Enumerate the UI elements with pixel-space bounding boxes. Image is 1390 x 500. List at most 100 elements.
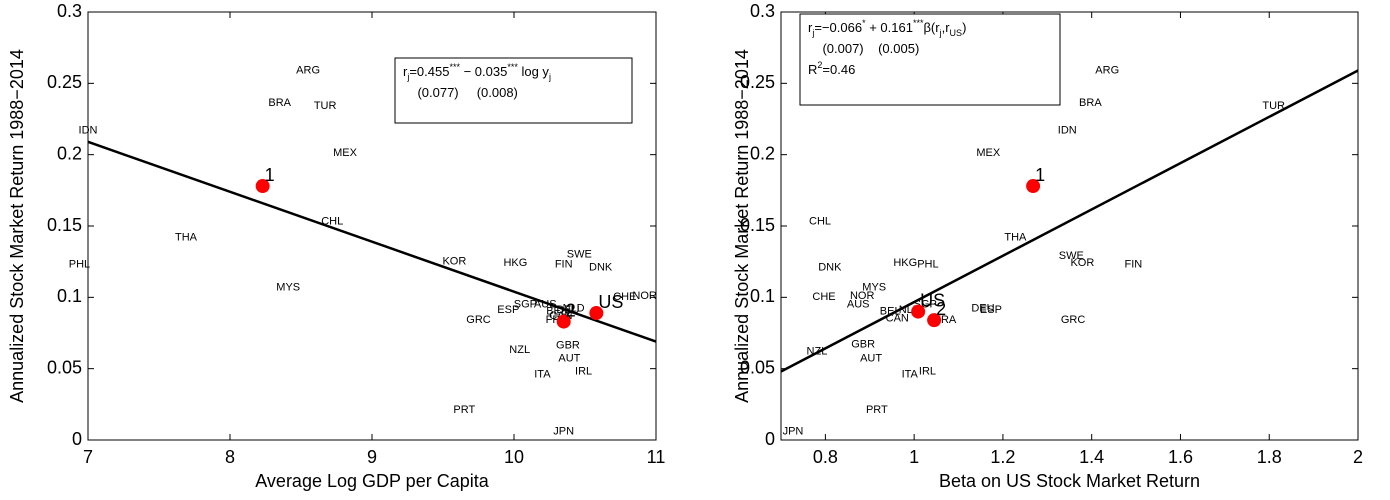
country-point: DEU [971,303,994,315]
country-point: IRL [575,365,592,377]
annotation-text: j [548,72,551,82]
country-point: IDN [1058,124,1077,136]
x-tick-label: 1.2 [990,447,1015,467]
annotation-text: − 0.035 [460,64,507,79]
country-point: AUT [860,353,882,365]
country-point: CHE [812,291,835,303]
country-point: MEX [976,147,1001,159]
country-point: NZL [807,345,828,357]
y-tick-label: 0.2 [57,143,82,163]
country-point: CAN [886,313,909,325]
highlight-label: 2 [936,299,946,319]
country-point: CHL [321,216,343,228]
y-tick-label: 0.05 [740,357,775,377]
country-point: GRC [466,314,491,326]
country-point: AUT [558,353,580,365]
country-point: TUR [314,100,337,112]
y-tick-label: 0.1 [750,286,775,306]
annotation-text: *** [507,62,518,72]
x-tick-label: 8 [225,447,235,467]
country-point: BRA [268,97,291,109]
annotation-line: rj=0.455*** − 0.035*** log yj [403,62,551,82]
country-point: NZL [509,344,530,356]
annotation-text: R [808,62,817,77]
y-tick-label: 0.2 [750,143,775,163]
y-tick-label: 0.25 [740,72,775,92]
country-point: GBR [556,340,580,352]
highlight-point [556,314,571,329]
country-point: CHE [613,291,636,303]
country-point: TUR [1262,100,1285,112]
highlight-point [1026,179,1041,194]
x-axis-label: Beta on US Stock Market Return [939,471,1200,491]
country-point: JPN [553,425,574,437]
x-tick-label: 7 [83,447,93,467]
annotation-text: (0.007) (0.005) [808,41,919,56]
country-point: ESP [497,304,519,316]
annotation-text: =−0.066 [814,20,862,35]
country-point: JPN [783,425,804,437]
country-point: DNK [818,261,842,273]
y-tick-label: 0.3 [57,1,82,21]
annotation-text: US [950,28,963,38]
country-point: NLD [563,303,585,315]
country-point: MYS [276,281,300,293]
country-point: SWE [567,248,592,260]
annotation-text: (0.077) (0.008) [403,85,518,100]
annotation-text: r [403,64,408,79]
annotation-box [799,13,1061,106]
x-tick-label: 10 [504,447,524,467]
y-tick-label: 0 [765,429,775,449]
x-tick-label: 0.8 [813,447,838,467]
y-tick-label: 0.25 [47,72,82,92]
x-tick-label: 11 [647,447,666,467]
country-point: HKG [503,257,527,269]
country-point: KOR [1070,257,1094,269]
country-point: NOR [632,290,657,302]
x-tick-label: 1.4 [1079,447,1104,467]
annotation-text: log y [518,64,550,79]
country-point: CHL [809,216,831,228]
country-point: FIN [1125,258,1143,270]
annotation-text: =0.455 [409,64,449,79]
country-point: IRL [919,365,936,377]
y-tick-label: 0.15 [47,215,82,235]
y-tick-label: 0.1 [57,286,82,306]
country-point: THA [175,231,198,243]
highlight-label: 1 [1035,165,1045,185]
annotation-text: * [862,18,866,28]
annotation-text: ) [962,20,966,35]
fit-line [780,69,1359,373]
y-axis-label: Annualized Stock Market Return 1988−2014 [7,49,27,403]
country-point: GRC [1061,314,1086,326]
country-point: AUS [534,298,557,310]
highlight-point [255,179,270,194]
annotation-text: j [406,72,409,82]
annotation-text: j [811,28,814,38]
country-point: ITA [534,368,551,380]
annotation-text: β(r [923,20,940,35]
country-point: KOR [442,256,466,268]
x-tick-label: 9 [367,447,377,467]
country-point: ITA [902,368,919,380]
country-point: HKG [893,257,917,269]
y-axis-label: Annualized Stock Market Return 1988−2014 [732,49,752,403]
country-point: ARG [296,64,320,76]
country-point: MYS [862,281,886,293]
country-point: FIN [555,258,573,270]
country-point: SGP [514,298,537,310]
annotation-text: r [808,20,813,35]
annotation-box [394,57,633,124]
x-tick-label: 1.8 [1257,447,1282,467]
country-point: IDN [79,124,98,136]
annotation-text: 2 [817,60,822,70]
x-axis-label: Average Log GDP per Capita [255,471,489,491]
highlight-point [911,304,926,319]
annotation-text: + 0.161 [866,20,913,35]
annotation-text: *** [913,18,924,28]
y-tick-label: 0.05 [47,357,82,377]
country-point: GBR [851,338,875,350]
x-tick-label: 2 [1353,447,1363,467]
